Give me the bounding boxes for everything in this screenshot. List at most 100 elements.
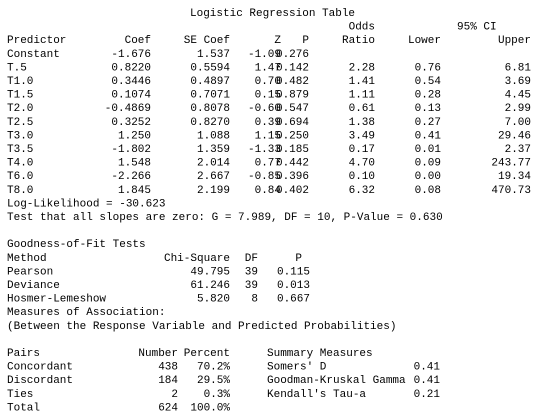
column-header: Pairs: [7, 348, 40, 360]
cell: 0.77: [255, 158, 281, 170]
cell: 184: [158, 375, 178, 387]
column-header: SE Coef: [184, 35, 230, 47]
cell: -0.60: [248, 103, 281, 115]
section-title: Measures of Association:: [7, 307, 165, 319]
cell: 2: [171, 389, 178, 401]
column-header: Z: [274, 35, 281, 47]
cell: 2.28: [349, 62, 375, 74]
section-title: Goodness-of-Fit Tests: [7, 239, 146, 251]
cell: 19.34: [498, 171, 531, 183]
cell: 39: [245, 280, 258, 292]
cell: 1.088: [197, 130, 230, 142]
cell: 8: [251, 294, 258, 306]
cell: 0.482: [276, 76, 309, 88]
cell: 0.09: [415, 158, 441, 170]
cell: 0.10: [349, 171, 375, 183]
cell: 0.8270: [190, 117, 230, 129]
cell: 1.15: [255, 130, 281, 142]
cell: 3.69: [505, 76, 531, 88]
column-header: Method: [7, 253, 47, 265]
cell: 7.00: [505, 117, 531, 129]
cell: 0.41: [414, 375, 441, 387]
cell: 49.795: [190, 266, 230, 278]
cell: 0.21: [414, 389, 441, 401]
cell: 0.115: [277, 266, 310, 278]
row-label: T8.0: [7, 185, 33, 197]
cell: 0.13: [415, 103, 441, 115]
cell: 0.84: [255, 185, 282, 197]
cell: 0.39: [255, 117, 281, 129]
column-header: P: [295, 253, 302, 265]
cell: 0.7071: [190, 90, 230, 102]
row-label: Somers' D: [267, 362, 327, 374]
cell: 470.73: [491, 185, 531, 197]
cell: 243.77: [491, 158, 531, 170]
cell: 5.820: [197, 294, 230, 306]
cell: 0.3446: [111, 76, 151, 88]
cell: 0.61: [349, 103, 376, 115]
cell: 0.3%: [204, 389, 231, 401]
cell: 0.15: [255, 90, 281, 102]
cell: 2.667: [197, 171, 230, 183]
row-label: T1.0: [7, 76, 33, 88]
cell: 0.879: [276, 90, 309, 102]
row-label: Ties: [7, 389, 33, 401]
column-header: P: [302, 35, 309, 47]
cell: 0.547: [276, 103, 309, 115]
cell: -1.33: [248, 144, 281, 156]
cell: 438: [158, 362, 178, 374]
row-label: Hosmer-Lemeshow: [7, 294, 106, 306]
cell: 0.250: [276, 130, 309, 142]
cell: 0.8220: [111, 62, 151, 74]
row-label: Deviance: [7, 280, 60, 292]
cell: 1.537: [197, 49, 230, 61]
row-label: Kendall's Tau-a: [267, 389, 366, 401]
column-header: Chi-Square: [164, 253, 230, 265]
cell: 0.442: [276, 158, 309, 170]
cell: 1.47: [255, 62, 281, 74]
cell: 1.41: [349, 76, 376, 88]
cell: 0.00: [415, 171, 441, 183]
cell: -2.266: [111, 171, 151, 183]
column-header: Percent: [184, 348, 230, 360]
cell: 39: [245, 266, 258, 278]
cell: 0.694: [276, 117, 309, 129]
cell: 6.81: [505, 62, 532, 74]
log-likelihood: Log-Likelihood = -30.623: [7, 198, 165, 210]
cell: 624: [158, 402, 178, 414]
cell: 0.08: [415, 185, 441, 197]
cell: -1.676: [111, 49, 151, 61]
cell: 0.41: [415, 130, 442, 142]
column-header: Lower: [408, 35, 441, 47]
cell: 0.76: [415, 62, 441, 74]
cell: 0.4897: [190, 76, 230, 88]
cell: 1.11: [349, 90, 376, 102]
column-header: Upper: [498, 35, 531, 47]
cell: 0.1074: [111, 90, 151, 102]
row-label: Concordant: [7, 362, 73, 374]
cell: 3.49: [349, 130, 375, 142]
column-group-header: Odds: [349, 22, 375, 34]
cell: -1.802: [111, 144, 151, 156]
cell: -0.4869: [105, 103, 151, 115]
cell: 6.32: [349, 185, 375, 197]
column-header: Coef: [125, 35, 151, 47]
row-label: T3.0: [7, 130, 33, 142]
cell: 0.667: [277, 294, 310, 306]
row-label: T3.5: [7, 144, 33, 156]
table-title: Logistic Regression Table: [190, 8, 355, 20]
column-header: Summary Measures: [267, 348, 373, 360]
row-label: T4.0: [7, 158, 33, 170]
cell: 1.250: [118, 130, 151, 142]
cell: 2.014: [197, 158, 230, 170]
column-header: DF: [245, 253, 258, 265]
row-label: Pearson: [7, 266, 53, 278]
cell: 2.99: [505, 103, 531, 115]
cell: 0.01: [415, 144, 442, 156]
column-header: Ratio: [342, 35, 375, 47]
row-label: Total: [7, 402, 40, 414]
column-header: Predictor: [7, 35, 66, 47]
cell: 1.548: [118, 158, 151, 170]
column-group-header: 95% CI: [457, 22, 497, 34]
